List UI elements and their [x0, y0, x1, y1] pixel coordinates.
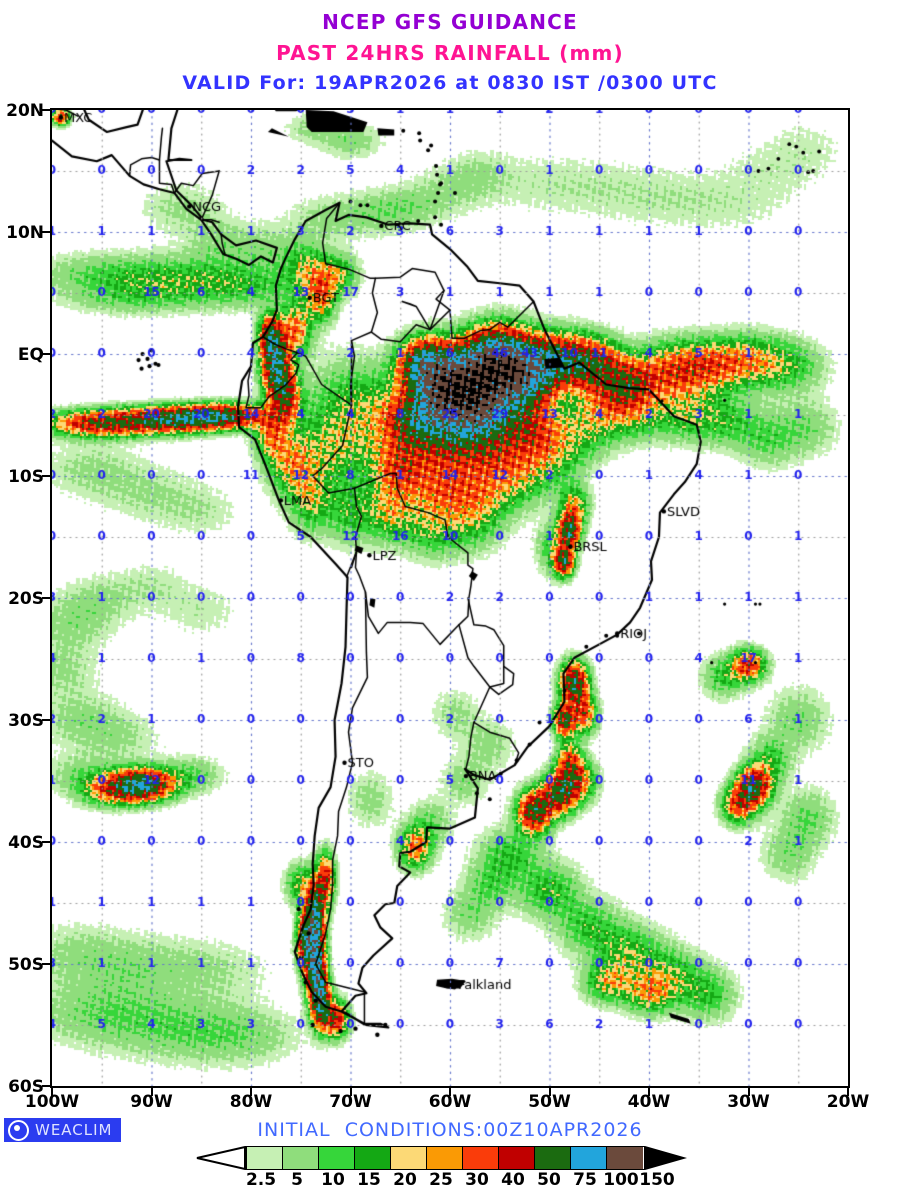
colorbar-segment — [499, 1147, 535, 1169]
x-axis-label: 70W — [329, 1092, 372, 1112]
colorbar-tick-label: 30 — [465, 1170, 489, 1190]
y-axis-label: 40S — [8, 833, 44, 853]
colorbar-under-arrow — [196, 1146, 246, 1170]
x-axis-tick — [349, 1088, 352, 1096]
y-axis-label: 50S — [8, 955, 44, 975]
x-axis-label: 100W — [24, 1092, 80, 1112]
y-axis-tick — [42, 109, 50, 111]
x-axis-label: 90W — [130, 1092, 173, 1112]
colorbar-segment — [607, 1147, 643, 1169]
y-axis-label: 20S — [8, 589, 44, 609]
colorbar — [196, 1146, 716, 1170]
valid-time-label: VALID For: 19APR2026 at 0830 IST /0300 U… — [182, 72, 718, 94]
copyright-ring-icon — [8, 1119, 29, 1141]
colorbar-segment — [283, 1147, 319, 1169]
x-axis-tick — [449, 1088, 451, 1096]
x-axis-label: 20W — [826, 1092, 870, 1112]
x-axis-label: 50W — [528, 1092, 571, 1112]
colorbar-tick-label: 75 — [573, 1170, 597, 1190]
colorbar-segment — [355, 1147, 391, 1169]
page-subtitle: PAST 24HRS RAINFALL (mm) — [276, 41, 624, 65]
x-axis-tick — [51, 1088, 53, 1096]
colorbar-tick-label: 40 — [501, 1170, 525, 1190]
x-axis-label: 80W — [229, 1092, 273, 1112]
x-axis-tick — [250, 1088, 252, 1096]
title-block: NCEP GFS GUIDANCE PAST 24HRS RAINFALL (m… — [0, 0, 900, 104]
colorbar-tick-label: 150 — [639, 1170, 675, 1190]
x-axis-label: 30W — [727, 1092, 770, 1112]
colorbar-segment — [247, 1147, 283, 1169]
x-axis-tick — [747, 1088, 750, 1096]
x-axis-tick — [648, 1088, 650, 1096]
y-axis-tick — [42, 963, 50, 965]
x-axis-label: 40W — [627, 1092, 671, 1112]
colorbar-tick-labels: 2.5 5 10 15 20 25 30 40 50 75 100 150 — [196, 1170, 756, 1194]
x-axis-label: 60W — [428, 1092, 472, 1112]
colorbar-tick-label: 5 — [291, 1170, 303, 1190]
y-axis-tick — [42, 231, 50, 233]
page-title: NCEP GFS GUIDANCE — [322, 10, 578, 34]
y-axis-label: EQ — [17, 345, 44, 365]
y-axis-tick — [42, 353, 50, 355]
rainfall-map[interactable] — [50, 108, 850, 1088]
rainfall-heatmap-canvas[interactable] — [52, 110, 848, 1086]
x-axis-tick — [150, 1088, 153, 1096]
colorbar-tick-label: 100 — [603, 1170, 639, 1190]
y-axis-tick — [42, 475, 50, 477]
y-axis-tick — [42, 719, 50, 721]
colorbar-segment — [535, 1147, 571, 1169]
y-axis-label: 10S — [8, 467, 44, 487]
initial-conditions-label: INITIAL CONDITIONS:00Z10APR2026 — [257, 1119, 643, 1141]
colorbar-tick-label: 10 — [321, 1170, 345, 1190]
colorbar-tick-label: 50 — [537, 1170, 561, 1190]
colorbar-tick-label: 15 — [357, 1170, 381, 1190]
y-axis-label: 60S — [8, 1077, 44, 1097]
x-axis-tick — [847, 1088, 849, 1096]
colorbar-segment — [427, 1147, 463, 1169]
y-axis-label: 30S — [8, 711, 44, 731]
colorbar-segment — [463, 1147, 499, 1169]
colorbar-tick-label: 20 — [393, 1170, 417, 1190]
weaclim-logo[interactable]: WEACLIM — [4, 1118, 121, 1142]
colorbar-tick-label: 2.5 — [245, 1170, 277, 1190]
y-axis-label: 10N — [6, 223, 44, 243]
colorbar-segment — [571, 1147, 607, 1169]
colorbar-segment — [319, 1147, 355, 1169]
colorbar-segment — [391, 1147, 427, 1169]
y-axis-tick — [42, 597, 50, 599]
colorbar-tick-label: 25 — [429, 1170, 453, 1190]
y-axis-tick — [42, 1085, 50, 1087]
y-axis-label: 20N — [6, 101, 44, 121]
colorbar-segments — [246, 1146, 645, 1170]
y-axis-tick — [42, 841, 50, 843]
x-axis-tick — [548, 1088, 551, 1096]
logo-label: WEACLIM — [35, 1121, 113, 1139]
